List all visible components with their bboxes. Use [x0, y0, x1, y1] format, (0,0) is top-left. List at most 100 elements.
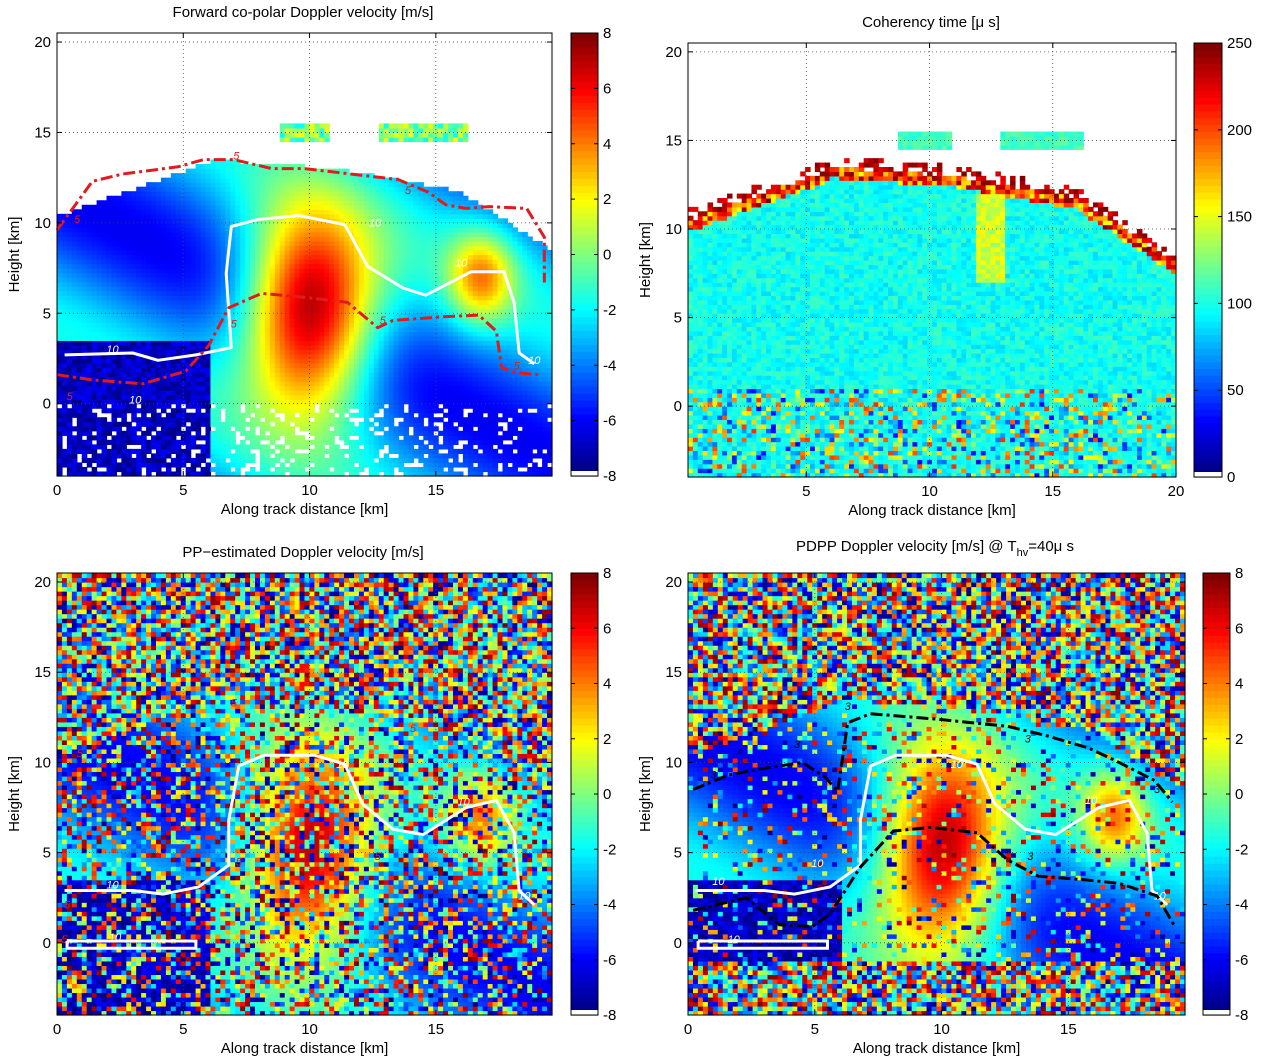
colorbar-segment: [1194, 450, 1222, 457]
colorbar-nodata: [1194, 472, 1222, 477]
colorbar-segment: [1203, 649, 1230, 657]
colorbar-segment: [1194, 423, 1222, 430]
colorbar-segment: [571, 275, 598, 283]
y-tick-label: 0: [674, 935, 682, 952]
colorbar-segment: [1203, 918, 1230, 926]
colorbar-segment: [1203, 884, 1230, 892]
colorbar-segment: [571, 794, 598, 802]
colorbar-segment: [571, 953, 598, 961]
colorbar-segment: [571, 718, 598, 726]
colorbar-segment: [571, 241, 598, 249]
colorbar-segment: [571, 338, 598, 346]
contour-label: 5: [410, 723, 417, 735]
colorbar-segment: [1203, 953, 1230, 961]
colorbar-tick-label: 4: [603, 136, 611, 153]
colorbar-segment: [571, 165, 598, 173]
y-tick-label: 20: [665, 574, 682, 591]
colorbar-segment: [1203, 905, 1230, 913]
colorbar-segment: [1203, 580, 1230, 588]
colorbar-segment: [1203, 980, 1230, 988]
colorbar-segment: [1194, 50, 1222, 57]
colorbar-segment: [571, 185, 598, 193]
colorbar-segment: [1203, 621, 1230, 629]
contour-label: 3: [1027, 851, 1034, 863]
colorbar-segment: [1203, 601, 1230, 609]
panel-top-right: Coherency time [μ s] 5 10 15 2005101520Alon…: [637, 14, 1252, 519]
colorbar-segment: [1194, 233, 1222, 240]
colorbar-segment: [1194, 443, 1222, 450]
y-axis-label: Height [km]: [6, 756, 23, 832]
contour-label: 10: [1085, 795, 1098, 807]
colorbar-segment: [1203, 635, 1230, 643]
colorbar-tick-label: -8: [603, 1007, 616, 1024]
colorbar-segment: [1194, 355, 1222, 362]
colorbar-segment: [1194, 43, 1222, 50]
colorbar-segment: [1194, 179, 1222, 186]
colorbar-segment: [1194, 436, 1222, 443]
colorbar-segment: [1203, 960, 1230, 968]
y-tick-label: 20: [665, 44, 682, 61]
colorbar-segment: [1194, 104, 1222, 111]
colorbar-tick-label: -6: [1235, 952, 1248, 969]
colorbar-tick-label: 8: [1235, 565, 1243, 582]
colorbar-segment: [1194, 321, 1222, 328]
colorbar-segment: [1203, 911, 1230, 919]
colorbar-segment: [1203, 746, 1230, 754]
y-tick-label: 15: [665, 132, 682, 149]
y-axis-label: Height [km]: [6, 217, 23, 293]
colorbar-segment: [571, 455, 598, 463]
colorbar-segment: [571, 939, 598, 947]
contour-label: 10: [106, 344, 119, 356]
y-tick-label: 15: [665, 664, 682, 681]
colorbar-segment: [571, 33, 598, 41]
contour-label: 10: [455, 257, 468, 269]
colorbar-tick-label: 100: [1227, 295, 1252, 312]
colorbar-segment: [571, 835, 598, 843]
colorbar-segment: [571, 379, 598, 387]
colorbar-segment: [1194, 328, 1222, 335]
colorbar-segment: [571, 144, 598, 152]
colorbar-segment: [571, 310, 598, 318]
x-tick-label: 0: [53, 482, 61, 499]
colorbar-segment: [571, 642, 598, 650]
y-tick-label: 5: [674, 845, 682, 862]
y-tick-label: 15: [34, 664, 51, 681]
x-tick-label: 15: [427, 482, 444, 499]
panel-title: PDPP Doppler velocity [m/s] @ Thv=40μ s: [796, 538, 1074, 559]
colorbar-segment: [571, 178, 598, 186]
colorbar-segment: [571, 856, 598, 864]
colorbar-tick-label: -4: [603, 897, 616, 914]
colorbar-segment: [1194, 90, 1222, 97]
colorbar-tick-label: 50: [1227, 382, 1244, 399]
colorbar-segment: [571, 331, 598, 339]
colorbar-segment: [571, 573, 598, 581]
x-tick-label: 10: [921, 483, 938, 500]
colorbar-segment: [571, 234, 598, 242]
y-tick-label: 0: [43, 396, 51, 413]
colorbar-segment: [571, 81, 598, 89]
colorbar-segment: [1203, 829, 1230, 837]
colorbar-segment: [1194, 77, 1222, 84]
colorbar-nodata: [571, 1010, 598, 1015]
colorbar-segment: [571, 739, 598, 747]
colorbar-segment: [571, 414, 598, 422]
colorbar-tick-label: -2: [603, 302, 616, 319]
x-tick-label: 5: [811, 1021, 819, 1038]
colorbar-segment: [571, 684, 598, 692]
colorbar-segment: [1203, 780, 1230, 788]
colorbar-tick-label: 0: [1235, 786, 1243, 803]
colorbar-segment: [1194, 260, 1222, 267]
colorbar-segment: [571, 130, 598, 138]
y-tick-label: 10: [34, 754, 51, 771]
colorbar-segment: [571, 649, 598, 657]
colorbar-segment: [571, 773, 598, 781]
colorbar-segment: [571, 61, 598, 69]
x-tick-label: 5: [179, 1021, 187, 1038]
contour-label: 5: [380, 315, 387, 327]
colorbar-segment: [571, 123, 598, 131]
colorbar-tick-label: -8: [603, 468, 616, 485]
colorbar-segment: [1194, 307, 1222, 314]
colorbar-segment: [1194, 97, 1222, 104]
contour-label: 3: [794, 739, 801, 751]
y-tick-label: 20: [34, 34, 51, 51]
